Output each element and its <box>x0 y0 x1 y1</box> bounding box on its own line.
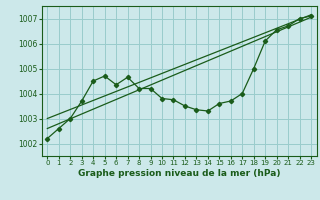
X-axis label: Graphe pression niveau de la mer (hPa): Graphe pression niveau de la mer (hPa) <box>78 169 280 178</box>
